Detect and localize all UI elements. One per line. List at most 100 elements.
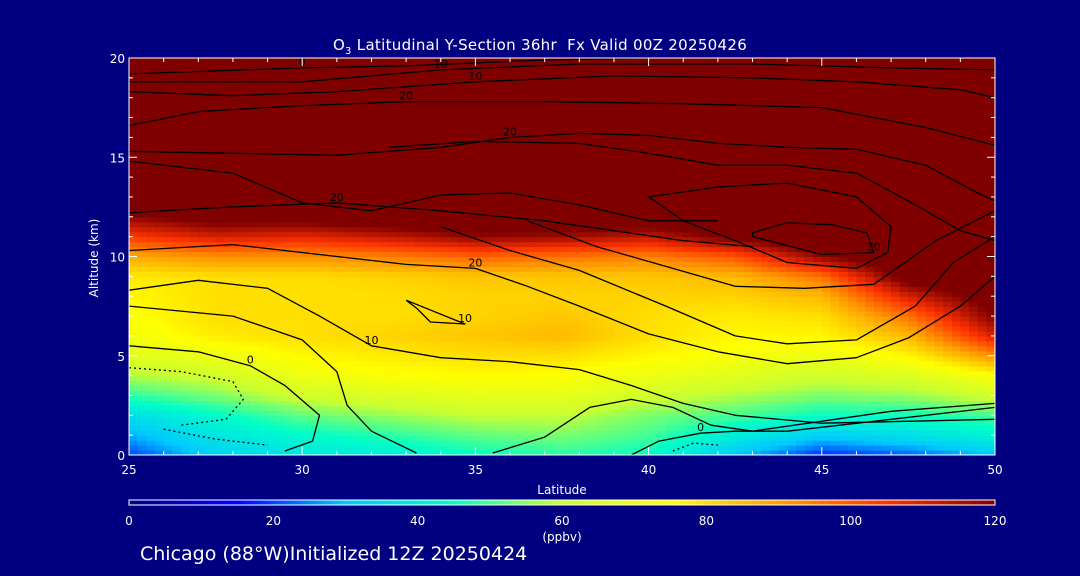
heatmap-cell <box>458 306 468 312</box>
heatmap-cell <box>830 380 840 387</box>
heatmap-cell <box>657 325 667 332</box>
heatmap-cell <box>544 251 554 258</box>
heatmap-cell <box>163 350 173 357</box>
heatmap-cell <box>276 216 286 223</box>
heatmap-cell <box>726 296 736 302</box>
heatmap-cell <box>241 291 251 297</box>
heatmap-cell <box>977 256 987 263</box>
heatmap-cell <box>518 281 528 287</box>
heatmap-cell <box>536 335 546 342</box>
heatmap-cell <box>475 291 485 297</box>
heatmap-cell <box>969 256 979 263</box>
heatmap-cell <box>596 216 606 223</box>
heatmap-cell <box>458 211 468 218</box>
heatmap-cell <box>821 321 832 327</box>
heatmap-cell <box>267 256 277 263</box>
heatmap-cell <box>362 360 373 367</box>
heatmap-cell <box>189 390 199 397</box>
heatmap-cell <box>319 450 329 455</box>
heatmap-cell <box>172 296 182 302</box>
heatmap-cell <box>163 256 173 263</box>
heatmap-cell <box>934 370 944 377</box>
heatmap-cell <box>570 395 580 402</box>
heatmap-cell <box>934 430 944 436</box>
heatmap-cell <box>847 221 858 228</box>
heatmap-cell <box>977 415 987 421</box>
heatmap-cell <box>224 400 234 406</box>
heatmap-cell <box>250 385 260 392</box>
heatmap-cell <box>475 286 485 292</box>
heatmap-cell <box>224 231 234 238</box>
heatmap-cell <box>648 306 658 312</box>
heatmap-cell <box>769 286 780 292</box>
heatmap-cell <box>865 296 875 302</box>
heatmap-cell <box>908 206 918 213</box>
heatmap-cell <box>977 395 987 402</box>
heatmap-cell <box>458 370 468 377</box>
heatmap-cell <box>180 286 191 292</box>
heatmap-cell <box>276 266 286 272</box>
heatmap-cell <box>562 370 572 377</box>
heatmap-cell <box>943 301 953 307</box>
heatmap-cell <box>735 355 745 362</box>
heatmap-cell <box>943 400 953 406</box>
heatmap-cell <box>293 375 303 382</box>
heatmap-cell <box>700 301 710 307</box>
heatmap-cell <box>380 390 390 397</box>
heatmap-cell <box>527 211 537 218</box>
heatmap-cell <box>354 435 364 441</box>
heatmap-cell <box>440 206 451 213</box>
heatmap-cell <box>769 266 780 272</box>
heatmap-cell <box>657 311 667 317</box>
heatmap-cell <box>847 430 858 436</box>
heatmap-cell <box>423 390 433 397</box>
heatmap-cell <box>215 271 225 277</box>
heatmap-cell <box>735 435 745 441</box>
heatmap-cell <box>717 281 728 287</box>
heatmap-cell <box>146 355 156 362</box>
heatmap-cell <box>960 440 970 446</box>
heatmap-cell <box>189 330 199 337</box>
heatmap-cell <box>423 281 433 287</box>
heatmap-cell <box>198 316 208 322</box>
heatmap-cell <box>501 420 511 426</box>
heatmap-cell <box>501 395 511 402</box>
heatmap-cell <box>414 246 425 253</box>
heatmap-cell <box>302 256 312 263</box>
heatmap-cell <box>544 276 554 282</box>
heatmap-cell <box>873 390 884 397</box>
heatmap-cell <box>553 435 563 441</box>
heatmap-cell <box>250 355 260 362</box>
heatmap-cell <box>458 291 468 297</box>
heatmap-cell <box>510 440 520 446</box>
heatmap-cell <box>847 340 858 347</box>
heatmap-cell <box>856 206 866 213</box>
heatmap-cell <box>475 360 485 367</box>
heatmap-cell <box>631 296 641 302</box>
heatmap-cell <box>449 306 459 312</box>
heatmap-cell <box>969 330 979 337</box>
heatmap-cell <box>224 206 234 213</box>
heatmap-cell <box>830 286 840 292</box>
heatmap-cell <box>691 385 702 392</box>
heatmap-cell <box>778 405 788 411</box>
heatmap-cell <box>553 276 563 282</box>
heatmap-cell <box>492 405 502 411</box>
heatmap-cell <box>613 231 624 238</box>
heatmap-cell <box>821 395 832 402</box>
heatmap-cell <box>743 390 754 397</box>
heatmap-cell <box>917 445 927 451</box>
heatmap-cell <box>622 420 632 426</box>
heatmap-cell <box>795 226 806 233</box>
heatmap-cell <box>579 321 589 327</box>
heatmap-cell <box>665 251 676 258</box>
heatmap-cell <box>362 261 373 268</box>
heatmap-cell <box>830 395 840 402</box>
heatmap-cell <box>951 345 961 352</box>
heatmap-cell <box>432 286 442 292</box>
heatmap-cell <box>908 390 918 397</box>
heatmap-cell <box>206 375 217 382</box>
heatmap-cell <box>397 380 407 387</box>
heatmap-cell <box>752 415 762 421</box>
heatmap-cell <box>639 385 650 392</box>
